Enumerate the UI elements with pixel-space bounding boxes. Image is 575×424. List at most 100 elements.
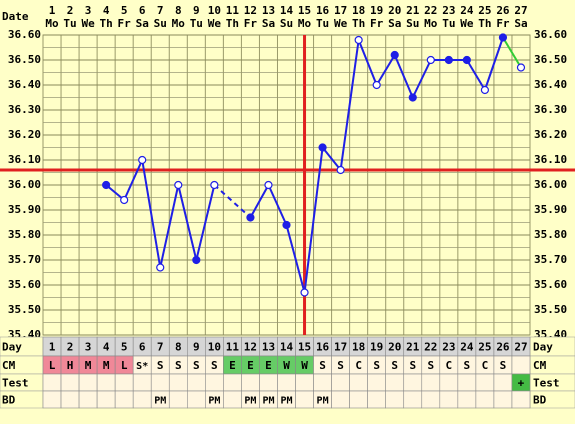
row-label: BD	[2, 394, 16, 407]
y-tick-label: 35.60	[8, 278, 41, 291]
weekday: Tu	[63, 17, 76, 30]
day-cell: 14	[280, 341, 294, 354]
weekday: Fr	[244, 17, 258, 30]
y-tick-label: 36.20	[8, 128, 41, 141]
cell-text: S	[500, 359, 507, 372]
cell-text: S	[175, 359, 182, 372]
day-cell: 21	[406, 341, 420, 354]
cell	[114, 373, 134, 392]
temp-point	[120, 195, 129, 205]
day-cell: 25	[478, 341, 491, 354]
cell	[511, 355, 531, 375]
cell-text: +	[518, 377, 525, 390]
row-label: Test	[2, 377, 29, 390]
weekday: Th	[226, 17, 239, 30]
cell	[132, 390, 152, 409]
cell-text: PM	[317, 396, 329, 407]
day-cell: 22	[424, 341, 437, 354]
day-cell: 11	[226, 341, 240, 354]
cell	[96, 390, 116, 409]
y-tick-label: 36.60	[8, 28, 41, 41]
cell-text: E	[247, 359, 254, 372]
date-number: 18	[352, 4, 365, 17]
date-number: 10	[208, 4, 221, 17]
cell	[223, 373, 242, 392]
temp-point	[408, 93, 417, 102]
date-number: 22	[424, 4, 437, 17]
date-number: 14	[280, 4, 294, 17]
temp-point	[282, 220, 291, 230]
weekday: Th	[478, 17, 491, 30]
cell	[493, 390, 513, 409]
cell	[457, 373, 477, 392]
day-cell: 9	[193, 341, 200, 354]
day-cell: 4	[103, 341, 110, 354]
line-segment	[303, 147, 324, 293]
cell	[96, 373, 116, 392]
day-cell: 8	[175, 341, 182, 354]
y-tick-label: 35.90	[8, 203, 41, 216]
line-segment	[249, 184, 270, 218]
cell	[295, 373, 314, 392]
temp-point	[210, 180, 219, 190]
line-segment	[502, 36, 522, 69]
cell	[186, 390, 206, 409]
cell	[439, 373, 459, 392]
cell	[385, 373, 405, 392]
day-cell: 6	[139, 341, 146, 354]
cell-text: C	[482, 359, 489, 372]
cell	[42, 390, 62, 409]
row-label: Day	[2, 341, 22, 354]
cell-text: H	[67, 359, 74, 372]
cell	[385, 390, 405, 409]
cell-text: PM	[280, 396, 292, 407]
cell	[421, 390, 441, 409]
temp-point	[102, 180, 111, 190]
x-label: Date	[2, 10, 29, 23]
line-segment	[466, 59, 486, 91]
temp-point	[390, 50, 399, 60]
day-cell: 18	[352, 341, 365, 354]
date-number: 24	[460, 4, 474, 17]
date-number: 7	[157, 4, 164, 17]
y-tick-label: 35.70	[8, 253, 41, 266]
cell-text: W	[283, 359, 290, 372]
day-cell: 16	[316, 341, 330, 354]
cell-text: S	[157, 359, 164, 372]
cell-text: S	[319, 359, 326, 372]
day-cell: 23	[442, 341, 455, 354]
y-tick-label: 36.30	[8, 103, 41, 116]
cell	[349, 373, 368, 392]
date-number: 2	[67, 4, 74, 17]
temp-point	[480, 85, 490, 95]
cell	[475, 390, 495, 409]
day-cell: 10	[208, 341, 221, 354]
line-segment	[321, 146, 342, 171]
temp-point	[426, 55, 435, 65]
cell	[78, 373, 98, 392]
date-number: 15	[298, 4, 311, 17]
y-tick-label-right: 35.60	[534, 278, 567, 291]
date-number: 12	[244, 4, 257, 17]
line-segment	[267, 184, 288, 226]
day-cell: 7	[157, 341, 164, 354]
cell	[331, 373, 350, 392]
weekday: We	[334, 17, 348, 30]
line-segment	[375, 54, 396, 86]
temp-point	[516, 63, 526, 72]
cell-text: C	[446, 359, 453, 372]
weekday: Sa	[388, 17, 401, 30]
date-number: 8	[175, 4, 182, 17]
weekday: Fr	[370, 17, 384, 30]
weekday: Mo	[298, 17, 312, 30]
date-number: 5	[121, 4, 128, 17]
weekday: Su	[154, 17, 167, 30]
weekday: Sa	[136, 17, 149, 30]
cell	[511, 390, 531, 409]
cell-text: S	[337, 359, 344, 372]
day-cell: 20	[388, 341, 401, 354]
day-cell: 5	[121, 341, 128, 354]
day-cell: 24	[460, 341, 474, 354]
day-cell: 3	[85, 341, 92, 354]
